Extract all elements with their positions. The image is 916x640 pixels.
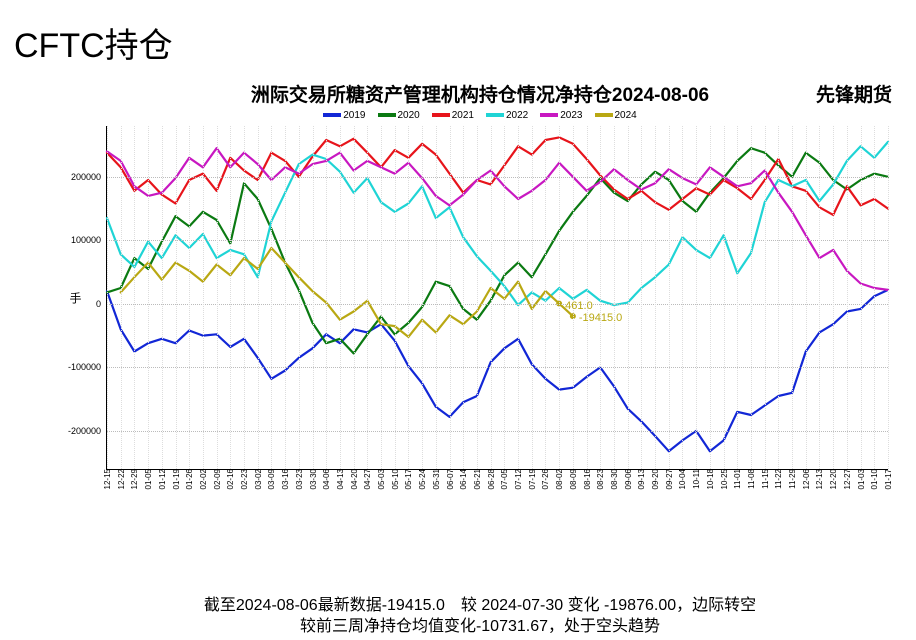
x-tick: 08-30 [610, 469, 619, 489]
x-tick: 05-10 [391, 469, 400, 489]
x-tick: 09-13 [637, 469, 646, 489]
y-tick: 0 [96, 299, 101, 309]
legend-item-2023: 2023 [540, 110, 582, 121]
x-tick: 04-20 [350, 469, 359, 489]
x-tick: 04-13 [336, 469, 345, 489]
legend-label: 2019 [343, 110, 365, 121]
legend-label: 2022 [506, 110, 528, 121]
legend-item-2020: 2020 [378, 110, 420, 121]
y-tick: 200000 [71, 172, 101, 182]
x-tick: 01-17 [884, 469, 893, 489]
legend-swatch [540, 113, 558, 117]
x-tick: 12-06 [802, 469, 811, 489]
x-tick: 11-08 [747, 469, 756, 489]
legend-label: 2024 [615, 110, 637, 121]
x-tick: 01-19 [172, 469, 181, 489]
x-tick: 06-07 [446, 469, 455, 489]
legend-item-2019: 2019 [323, 110, 365, 121]
y-tick: -100000 [68, 362, 101, 372]
x-tick: 04-27 [363, 469, 372, 489]
y-axis-label: 手 [67, 292, 84, 304]
legend-item-2022: 2022 [486, 110, 528, 121]
x-tick: 12-20 [829, 469, 838, 489]
x-tick: 12-29 [130, 469, 139, 489]
x-tick: 01-12 [158, 469, 167, 489]
legend-swatch [432, 113, 450, 117]
caption-line-1: 截至2024-08-06最新数据-19415.0 较 2024-07-30 变化… [204, 597, 756, 614]
x-tick: 03-30 [309, 469, 318, 489]
x-tick: 07-05 [500, 469, 509, 489]
y-tick: 100000 [71, 235, 101, 245]
x-tick: 03-23 [295, 469, 304, 489]
x-tick: 11-15 [761, 469, 770, 489]
x-tick: 07-12 [514, 469, 523, 489]
chart-subtitle: 先锋期货 [816, 80, 892, 107]
x-tick: 05-24 [418, 469, 427, 489]
x-tick: 09-27 [665, 469, 674, 489]
legend: 2019 2020 2021 2022 2023 2024 [62, 110, 898, 121]
x-tick: 10-11 [692, 469, 701, 489]
x-tick: 08-09 [569, 469, 578, 489]
x-tick: 09-20 [651, 469, 660, 489]
x-tick: 07-26 [541, 469, 550, 489]
x-tick: 02-09 [213, 469, 222, 489]
x-tick: 12-13 [815, 469, 824, 489]
x-tick: 01-03 [857, 469, 866, 489]
caption-line-2: 较前三周净持仓均值变化-10731.67，处于空头趋势 [300, 618, 660, 635]
x-tick: 12-27 [843, 469, 852, 489]
x-tick: 05-03 [377, 469, 386, 489]
plot-area: 手 -200000-100000010000020000012-1512-221… [106, 126, 888, 470]
x-tick: 05-17 [404, 469, 413, 489]
legend-item-2024: 2024 [595, 110, 637, 121]
legend-item-2021: 2021 [432, 110, 474, 121]
x-tick: 06-28 [487, 469, 496, 489]
x-tick: 10-18 [706, 469, 715, 489]
x-tick: 11-01 [733, 469, 742, 489]
x-tick: 01-26 [185, 469, 194, 489]
x-tick: 12-22 [117, 469, 126, 489]
x-tick: 10-04 [678, 469, 687, 489]
series-2019 [107, 290, 888, 451]
x-tick: 03-09 [267, 469, 276, 489]
x-tick: 03-02 [254, 469, 263, 489]
x-tick: 05-31 [432, 469, 441, 489]
chart-container: 洲际交易所糖资产管理机构持仓情况净持仓2024-08-06 先锋期货 20192… [62, 80, 898, 560]
x-tick: 11-22 [774, 469, 783, 489]
legend-label: 2021 [452, 110, 474, 121]
x-tick: 06-21 [473, 469, 482, 489]
x-tick: 09-06 [624, 469, 633, 489]
y-tick: -200000 [68, 426, 101, 436]
x-tick: 02-16 [226, 469, 235, 489]
x-tick: 10-25 [720, 469, 729, 489]
x-tick: 08-02 [555, 469, 564, 489]
x-tick: 02-23 [240, 469, 249, 489]
x-tick: 11-29 [788, 469, 797, 489]
marker-label: -19415.0 [579, 312, 622, 324]
x-tick: 12-15 [103, 469, 112, 489]
legend-swatch [595, 113, 613, 117]
marker-label: 461.0 [565, 300, 593, 312]
x-tick: 08-16 [583, 469, 592, 489]
x-tick: 06-14 [459, 469, 468, 489]
chart-caption: 截至2024-08-06最新数据-19415.0 较 2024-07-30 变化… [62, 595, 898, 638]
series-2022 [107, 142, 888, 305]
x-tick: 02-02 [199, 469, 208, 489]
x-tick: 07-19 [528, 469, 537, 489]
x-tick: 08-23 [596, 469, 605, 489]
legend-label: 2023 [560, 110, 582, 121]
x-tick: 01-05 [144, 469, 153, 489]
chart-title: 洲际交易所糖资产管理机构持仓情况净持仓2024-08-06 [62, 80, 898, 107]
legend-label: 2020 [398, 110, 420, 121]
legend-swatch [486, 113, 504, 117]
legend-swatch [378, 113, 396, 117]
x-tick: 03-16 [281, 469, 290, 489]
x-tick: 04-06 [322, 469, 331, 489]
x-tick: 01-10 [870, 469, 879, 489]
page-title: CFTC持仓 [14, 18, 916, 67]
legend-swatch [323, 113, 341, 117]
